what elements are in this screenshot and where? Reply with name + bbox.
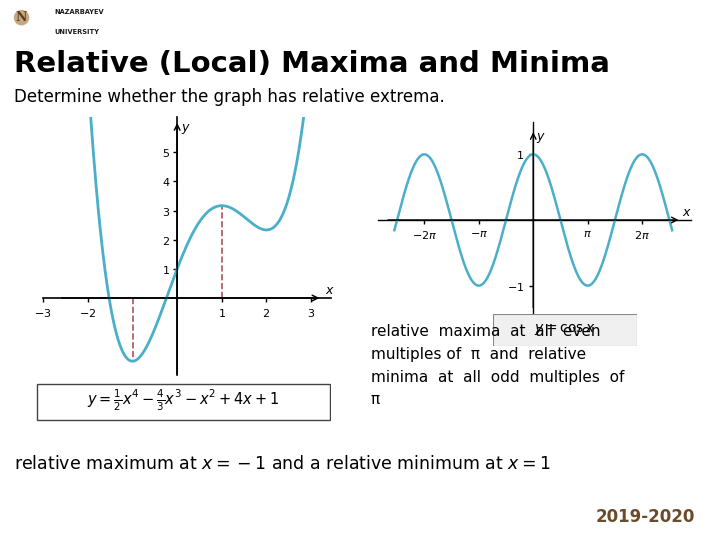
Text: Foundation Year Program: Foundation Year Program — [509, 13, 709, 27]
Text: $x$: $x$ — [325, 284, 336, 296]
Text: 2019-2020: 2019-2020 — [596, 508, 696, 526]
Text: $y$: $y$ — [181, 122, 191, 136]
Text: NAZARBAYEV: NAZARBAYEV — [54, 9, 104, 15]
Text: $x$: $x$ — [683, 206, 693, 219]
Text: relative  maxima  at  all  even
multiples of  π  and  relative
minima  at  all  : relative maxima at all even multiples of… — [371, 324, 624, 407]
Bar — [0, 0, 112, 40]
Text: Relative (Local) Maxima and Minima: Relative (Local) Maxima and Minima — [14, 50, 611, 78]
Text: $y$: $y$ — [536, 131, 546, 145]
Text: $y = \frac{1}{2}x^4 - \frac{4}{3}x^3 - x^2 + 4x + 1$: $y = \frac{1}{2}x^4 - \frac{4}{3}x^3 - x… — [87, 387, 280, 413]
Text: UNIVERSITY: UNIVERSITY — [54, 29, 99, 35]
Text: N: N — [16, 11, 27, 24]
Text: Determine whether the graph has relative extrema.: Determine whether the graph has relative… — [14, 87, 445, 106]
Text: relative maximum at $x = -1$ and a relative minimum at $x = 1$: relative maximum at $x = -1$ and a relat… — [14, 455, 552, 473]
Text: $y = \cos x$: $y = \cos x$ — [534, 322, 596, 338]
